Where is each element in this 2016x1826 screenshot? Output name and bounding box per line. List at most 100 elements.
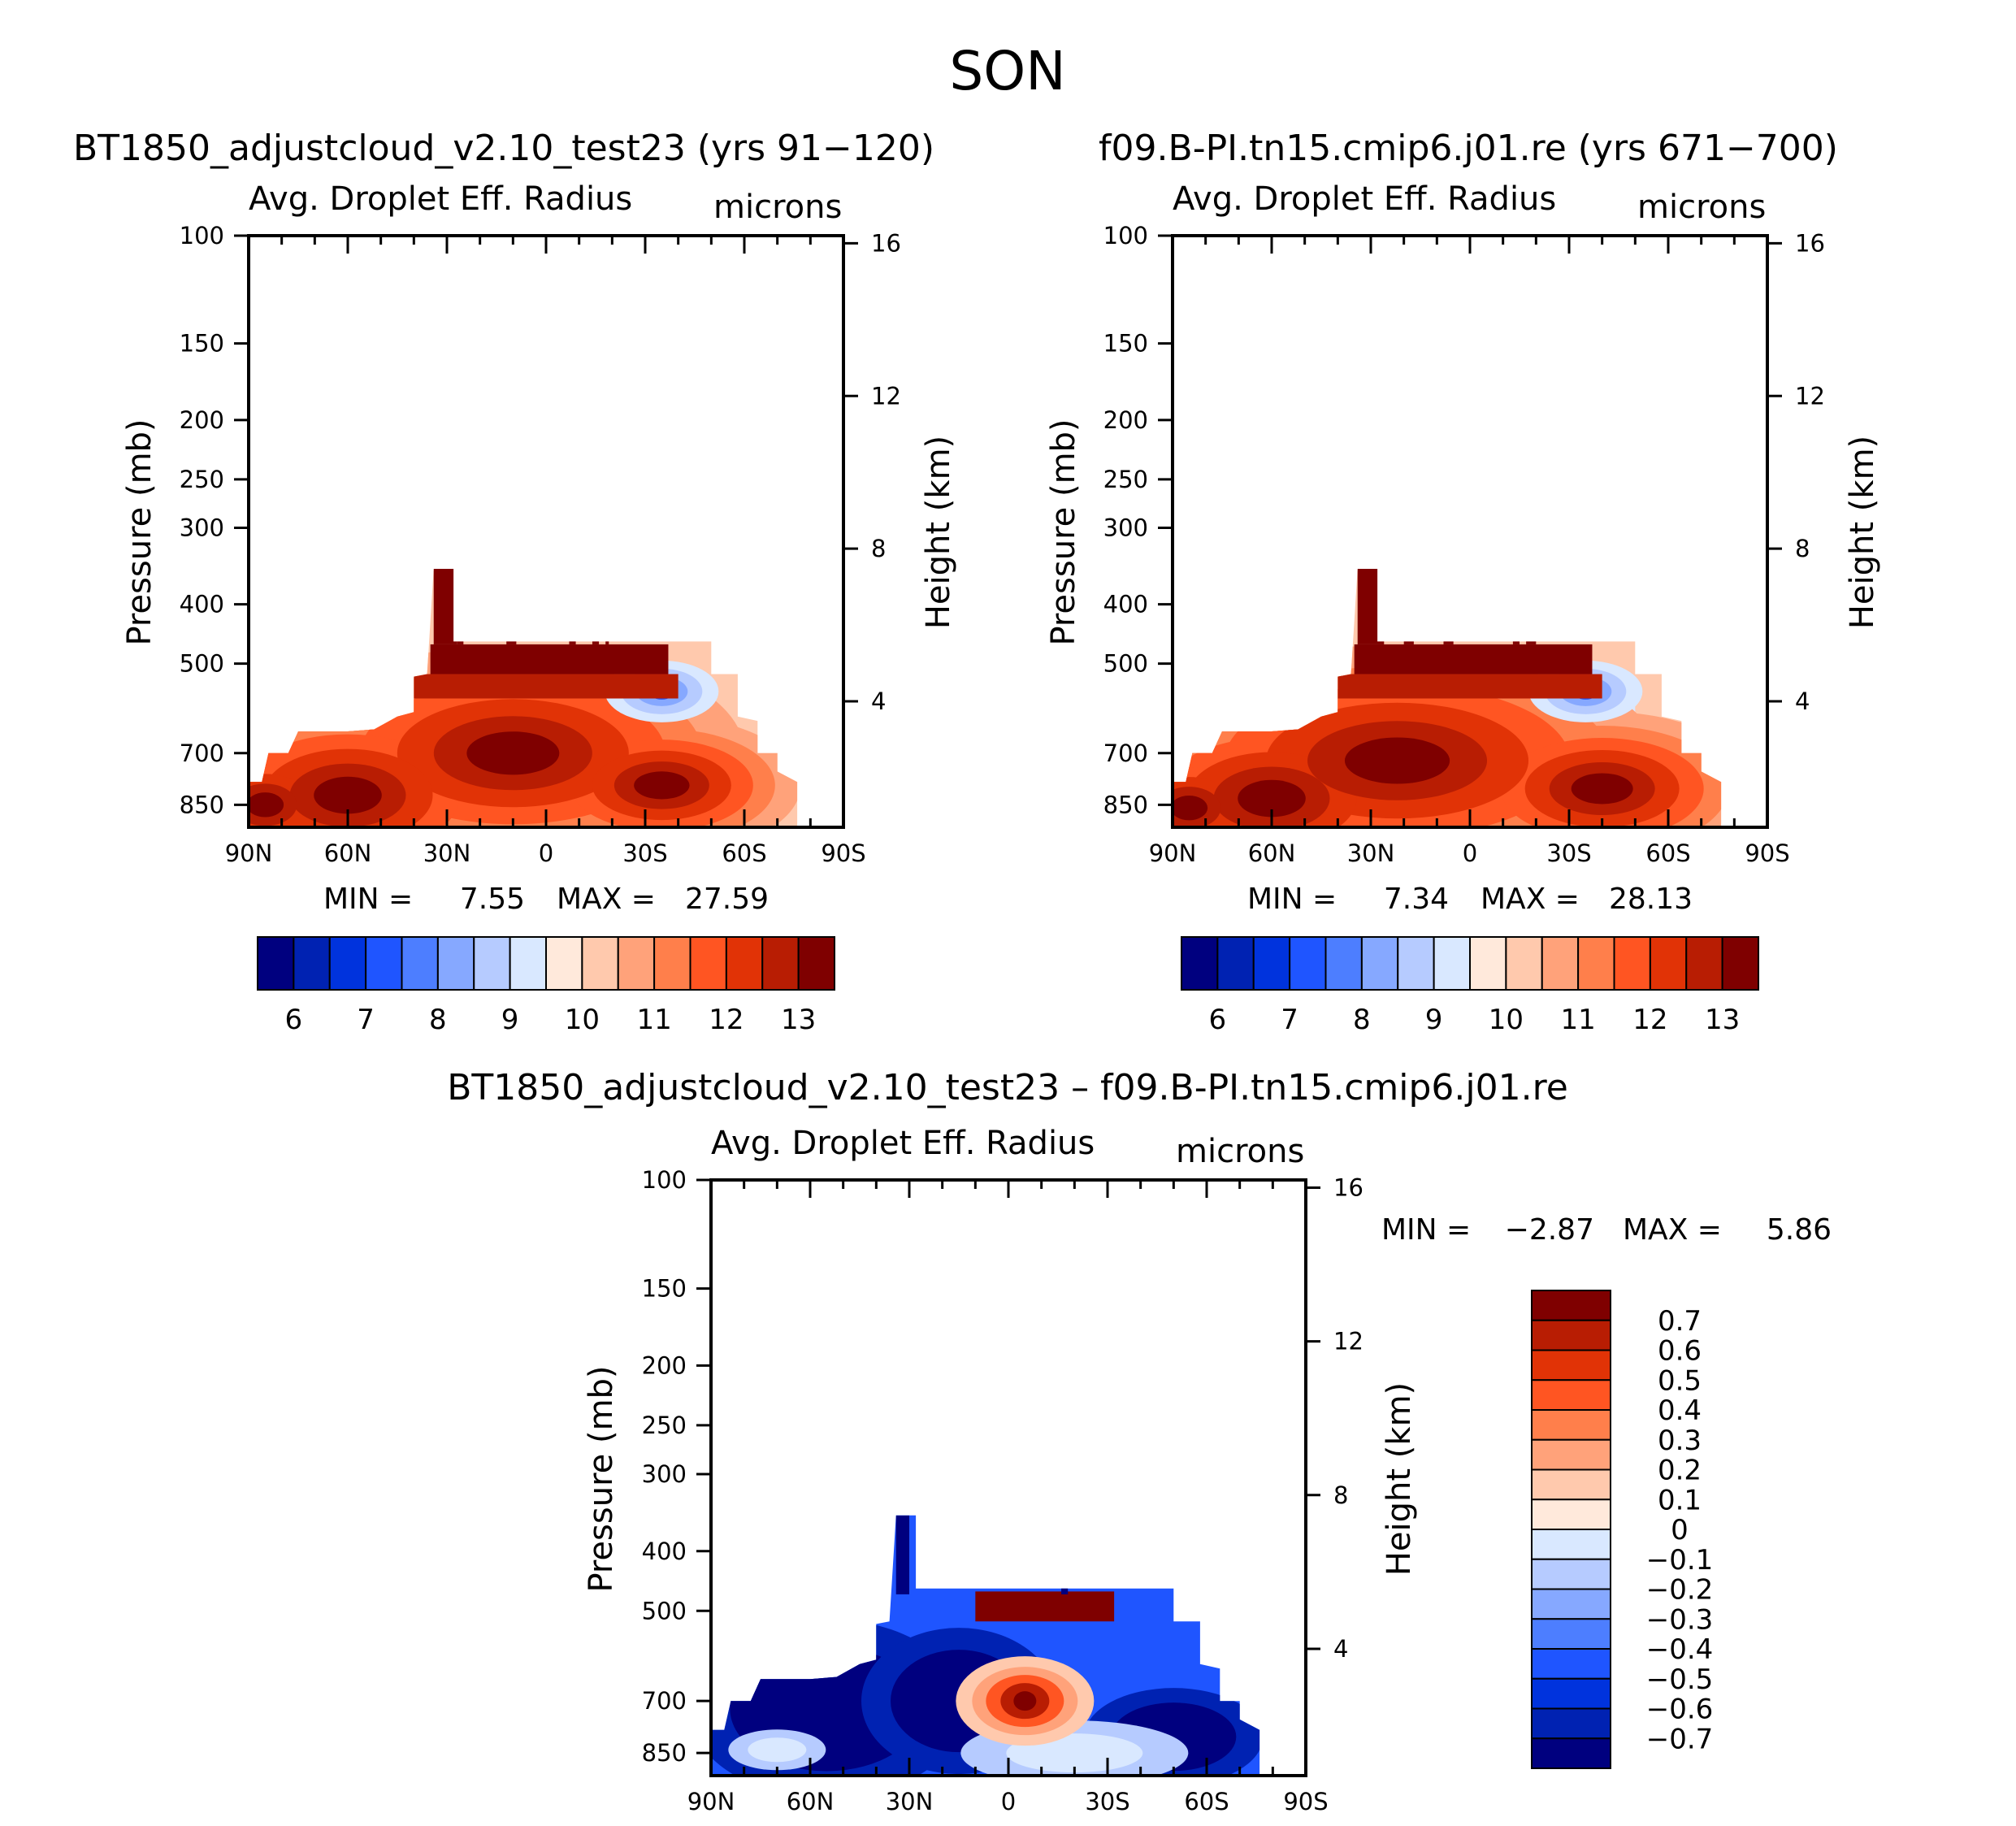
y-tick-label: 400 (180, 591, 224, 618)
panel-test: BT1850_adjustcloud_v2.10_test23 (yrs 91−… (73, 128, 957, 1036)
field-contour (748, 1737, 807, 1763)
colorbar-swatch (1531, 1290, 1611, 1321)
colorbar-swatch (797, 936, 835, 991)
colorbar-label: 13 (1705, 1004, 1740, 1036)
x-tick-label: 90N (225, 839, 273, 867)
y-tick-label: 250 (642, 1412, 687, 1439)
panel-test-min-value: 7.55 (460, 883, 525, 916)
x-tick-label: 30S (622, 839, 667, 867)
colorbar-swatch (1531, 1438, 1611, 1471)
y2-tick-label: 8 (871, 535, 886, 562)
colorbar-label: 9 (1425, 1004, 1443, 1036)
y2-tick-label: 16 (1795, 229, 1825, 257)
x-tick-label: 0 (1463, 839, 1477, 867)
field-column (433, 569, 457, 644)
colorbar-swatch (1531, 1618, 1611, 1650)
colorbar-swatch (1433, 936, 1471, 991)
colorbar-swatch (1531, 1349, 1611, 1381)
colorbar-label: −0.3 (1646, 1603, 1714, 1636)
colorbar-swatch (509, 936, 547, 991)
panel-control-ylabel2: Height (km) (1844, 436, 1881, 629)
y-tick-label: 100 (180, 222, 224, 249)
colorbar-label: −0.4 (1646, 1633, 1714, 1666)
field-column (1061, 1515, 1069, 1594)
field-column (430, 644, 669, 674)
y-tick-label: 700 (642, 1687, 687, 1715)
field-column (1337, 674, 1602, 699)
y-tick-label: 200 (1103, 406, 1148, 434)
panel-control-title: f09.B-PI.tn15.cmip6.j01.re (yrs 671−700) (1099, 128, 1838, 169)
panel-control-plot-area (1173, 569, 1722, 827)
x-tick-label: 0 (539, 839, 553, 867)
colorbar-swatch (545, 936, 583, 991)
colorbar-label: −0.7 (1646, 1723, 1714, 1755)
y2-tick-label: 12 (1795, 382, 1825, 410)
panel-test-max-value: 27.59 (685, 883, 769, 916)
field-contour (466, 731, 560, 775)
colorbar-swatch (1360, 936, 1399, 991)
colorbar-label: 0.2 (1658, 1455, 1702, 1487)
panel-test-units: microns (713, 189, 842, 226)
y2-tick-label: 8 (1795, 535, 1810, 562)
colorbar-swatch (1505, 936, 1543, 991)
y-tick-label: 500 (180, 650, 224, 678)
field-column (569, 601, 576, 644)
colorbar-label: 0.1 (1658, 1484, 1702, 1516)
colorbar-swatch (1531, 1648, 1611, 1680)
colorbar-swatch (436, 936, 475, 991)
y2-tick-label: 8 (1333, 1481, 1348, 1509)
panel-control: f09.B-PI.tn15.cmip6.j01.re (yrs 671−700)… (1045, 128, 1881, 1036)
field-contour (249, 792, 284, 818)
y-tick-label: 150 (1103, 330, 1148, 358)
colorbar-swatch (1181, 936, 1219, 991)
x-tick-label: 0 (1001, 1788, 1016, 1815)
colorbar-swatch (725, 936, 764, 991)
y2-tick-label: 4 (1795, 687, 1810, 715)
panel-test-ylabel: Pressure (mb) (121, 419, 158, 645)
panel-diff-min-label: MIN = (1381, 1213, 1471, 1247)
x-tick-label: 30S (1546, 839, 1591, 867)
field-layer (711, 1515, 1260, 1776)
field-layer (249, 569, 798, 827)
field-column (1526, 601, 1537, 644)
field-contour (1238, 779, 1306, 818)
y-tick-label: 500 (642, 1597, 687, 1624)
y-tick-label: 300 (1103, 514, 1148, 542)
y-tick-label: 250 (180, 466, 224, 493)
colorbar-swatch (1531, 1737, 1611, 1769)
x-tick-label: 60N (324, 839, 372, 867)
colorbar-swatch (689, 936, 727, 991)
x-tick-label: 90N (687, 1788, 735, 1815)
colorbar-swatch (1531, 1409, 1611, 1441)
field-column (605, 597, 609, 644)
colorbar-label: 6 (1209, 1004, 1227, 1036)
colorbar-label: 8 (1353, 1004, 1371, 1036)
colorbar-swatch (1531, 1319, 1611, 1351)
field-contour (634, 771, 690, 800)
panel-diff-plot-area (711, 1515, 1260, 1776)
colorbar-label: 6 (285, 1004, 303, 1036)
panel-diff-ticks: 90N 60N 30N 0 30S 60S 90S 100 150 200 250 300 400 500… (642, 1166, 1364, 1815)
panel-control-ticks: 90N 60N 30N 0 30S 60S 90S 100 150 200 250 300 400 500… (1103, 222, 1825, 867)
colorbar-swatch (617, 936, 656, 991)
colorbar-swatch (581, 936, 619, 991)
colorbar-swatch (257, 936, 295, 991)
panel-test-variable: Avg. Droplet Eff. Radius (249, 180, 632, 218)
x-tick-label: 60S (1645, 839, 1690, 867)
x-tick-label: 30N (423, 839, 471, 867)
colorbar-label: 7 (357, 1004, 375, 1036)
field-column (1357, 569, 1385, 644)
y-tick-label: 200 (180, 406, 224, 434)
field-layer (1173, 569, 1722, 827)
panel-test-min-label: MIN = (323, 883, 413, 916)
colorbar-label: −0.6 (1646, 1694, 1714, 1726)
colorbar-label: 10 (1489, 1004, 1524, 1036)
field-positive-band (975, 1591, 1115, 1622)
colorbar-swatch (328, 936, 367, 991)
colorbar-label: 0.4 (1658, 1394, 1702, 1427)
y2-tick-label: 16 (871, 229, 901, 257)
y-tick-label: 700 (180, 740, 224, 767)
field-column (1512, 569, 1520, 644)
colorbar-swatch (653, 936, 692, 991)
